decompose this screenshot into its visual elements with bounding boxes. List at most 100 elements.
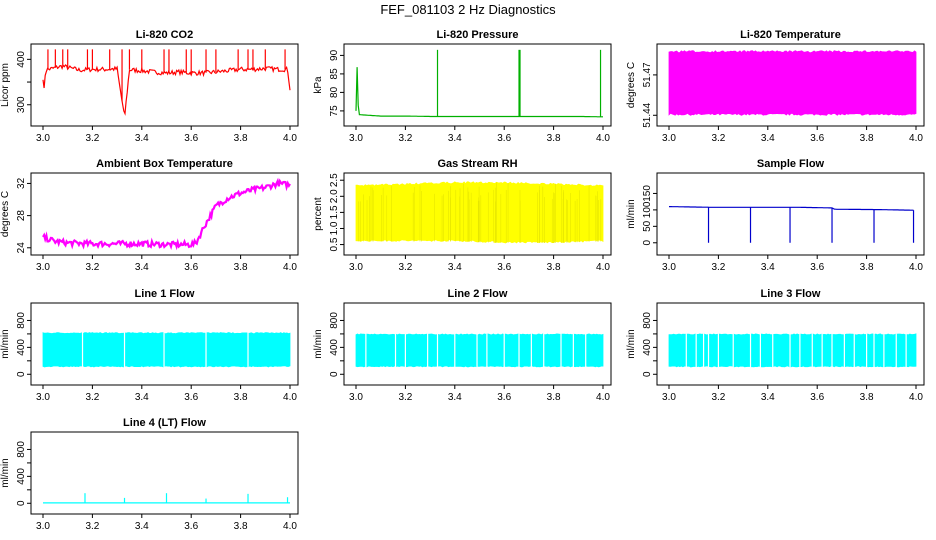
panel-title: Ambient Box Temperature: [96, 158, 233, 170]
x-tick-label: 3.4: [135, 133, 149, 144]
y-tick-label: 0: [16, 371, 27, 377]
y-tick-label: 0.5: [329, 237, 340, 251]
x-tick-label: 3.8: [234, 133, 248, 144]
plot-frame: [343, 302, 612, 386]
panel-title: Sample Flow: [757, 158, 825, 170]
x-tick-label: 4.0: [909, 133, 923, 144]
y-tick-label: 400: [642, 339, 653, 356]
series-band: [668, 50, 917, 116]
x-tick-label: 4.0: [909, 262, 923, 273]
x-tick-label: 3.8: [860, 133, 874, 144]
x-tick-label: 3.4: [761, 262, 775, 273]
x-tick-label: 3.4: [761, 392, 775, 403]
series-band: [355, 333, 604, 368]
x-tick-label: 3.6: [810, 392, 824, 403]
y-tick-label: 0: [16, 500, 27, 506]
x-tick-label: 3.2: [711, 262, 725, 273]
y-tick-label: 800: [16, 441, 27, 458]
x-tick-label: 3.4: [135, 521, 149, 532]
y-tick-label: 800: [642, 312, 653, 329]
panel-title: Line 2 Flow: [448, 288, 508, 300]
series-line: [42, 64, 291, 116]
plot-frame: [343, 43, 612, 127]
series-band: [668, 333, 917, 368]
y-tick-label: 32: [16, 177, 27, 189]
y-tick-label: 300: [16, 96, 27, 113]
x-tick-label: 3.2: [711, 133, 725, 144]
x-tick-label: 3.6: [184, 521, 198, 532]
x-tick-label: 3.0: [36, 392, 50, 403]
x-tick-label: 3.2: [85, 133, 99, 144]
x-tick-label: 3.8: [547, 262, 561, 273]
panel-title: Li-820 Temperature: [740, 29, 841, 41]
x-tick-label: 3.2: [85, 262, 99, 273]
x-tick-label: 3.0: [662, 133, 676, 144]
y-axis-label: ml/min: [626, 199, 637, 228]
panel-10: Line 4 (LT) Flow ml/min 3.0 3.2 3.4 3.6 3.8 4.0…: [0, 417, 299, 532]
plot-frame: [656, 302, 925, 386]
x-tick-label: 3.2: [85, 521, 99, 532]
y-tick-label: 80: [329, 86, 340, 98]
x-tick-label: 4.0: [283, 262, 297, 273]
y-tick-label: 1.0: [329, 221, 340, 235]
panel-4: Ambient Box Temperature degrees C 3.0 3.2 3.…: [0, 158, 299, 273]
x-tick-label: 3.0: [662, 392, 676, 403]
x-tick-label: 3.6: [497, 262, 511, 273]
y-axis-label: ml/min: [0, 458, 11, 487]
x-tick-label: 4.0: [596, 133, 610, 144]
panel-2: Li-820 Pressure kPa 3.0 3.2 3.4 3.6 3.8 4.0 75 80…: [313, 29, 612, 144]
panel-7: Line 1 Flow ml/min 3.0 3.2 3.4 3.6 3.8 4.0 0 400 8…: [0, 288, 299, 403]
x-tick-label: 3.8: [547, 392, 561, 403]
x-tick-label: 4.0: [283, 521, 297, 532]
panel-title: Li-820 Pressure: [437, 29, 519, 41]
y-tick-label: 800: [329, 312, 340, 329]
x-tick-label: 3.6: [810, 262, 824, 273]
x-tick-label: 3.6: [184, 392, 198, 403]
x-tick-label: 3.0: [349, 262, 363, 273]
panel-title: Line 3 Flow: [761, 288, 821, 300]
x-tick-label: 3.4: [135, 262, 149, 273]
panel-1: Li-820 CO2 Licor ppm 3.0 3.2 3.4 3.6 3.8 4.0 300…: [0, 29, 299, 144]
y-tick-label: 2.5: [329, 173, 340, 187]
x-tick-label: 4.0: [596, 262, 610, 273]
y-axis-label: ml/min: [0, 329, 11, 358]
x-tick-label: 3.8: [860, 262, 874, 273]
y-tick-label: 85: [329, 68, 340, 80]
plot-frame: [656, 172, 925, 256]
y-axis-label: degrees C: [0, 191, 11, 237]
x-tick-label: 4.0: [596, 392, 610, 403]
x-tick-label: 3.8: [234, 262, 248, 273]
y-axis-label: ml/min: [313, 329, 324, 358]
y-tick-label: 75: [329, 105, 340, 117]
y-tick-label: 100: [642, 201, 653, 218]
x-tick-label: 3.4: [448, 133, 462, 144]
x-tick-label: 3.2: [398, 262, 412, 273]
panel-title: Li-820 CO2: [136, 29, 193, 41]
x-tick-label: 3.4: [761, 133, 775, 144]
panel-9: Line 3 Flow ml/min 3.0 3.2 3.4 3.6 3.8 4.0 0 400 8…: [626, 288, 925, 403]
y-axis-label: percent: [313, 197, 324, 231]
panel-5: Gas Stream RH percent 3.0 3.2 3.4 3.6 3.8 4.0 0.…: [313, 158, 612, 273]
x-tick-label: 3.6: [184, 262, 198, 273]
y-tick-label: 0: [642, 371, 653, 377]
series-line: [669, 206, 914, 211]
x-tick-label: 3.2: [711, 392, 725, 403]
x-tick-label: 3.6: [497, 392, 511, 403]
x-tick-label: 3.4: [448, 262, 462, 273]
y-tick-label: 90: [329, 49, 340, 61]
x-tick-label: 3.0: [36, 521, 50, 532]
y-tick-label: 0: [329, 371, 340, 377]
plot-frame: [30, 43, 299, 127]
plot-frame: [30, 172, 299, 256]
panel-title: Gas Stream RH: [437, 158, 517, 170]
y-axis-label: Licor ppm: [0, 63, 11, 107]
y-tick-label: 150: [642, 185, 653, 202]
y-axis-label: ml/min: [626, 329, 637, 358]
y-tick-label: 800: [16, 312, 27, 329]
x-tick-label: 3.0: [349, 133, 363, 144]
x-tick-label: 3.0: [662, 262, 676, 273]
y-tick-label: 28: [16, 210, 27, 222]
x-tick-label: 3.6: [184, 133, 198, 144]
x-tick-label: 3.4: [135, 392, 149, 403]
